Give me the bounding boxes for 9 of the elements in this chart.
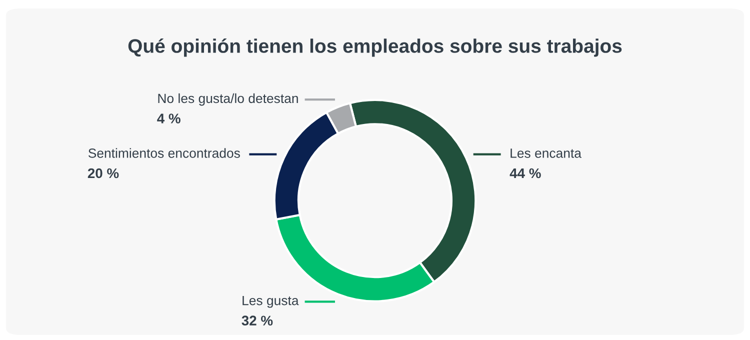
data-label: 32 % <box>242 316 273 326</box>
data-label: 4 % <box>157 114 180 124</box>
slice-label: Sentimientos encontrados <box>88 148 240 158</box>
data-label: 20 % <box>88 168 119 178</box>
slice-label: Les encanta <box>510 148 582 158</box>
slice-label: Les gusta <box>242 296 299 308</box>
chart-title: Qué opinión tienen los empleados sobre sus trabajos <box>128 38 622 57</box>
data-label: 44 % <box>510 168 541 178</box>
slice-label: No les gusta/lo detestan <box>158 93 298 106</box>
